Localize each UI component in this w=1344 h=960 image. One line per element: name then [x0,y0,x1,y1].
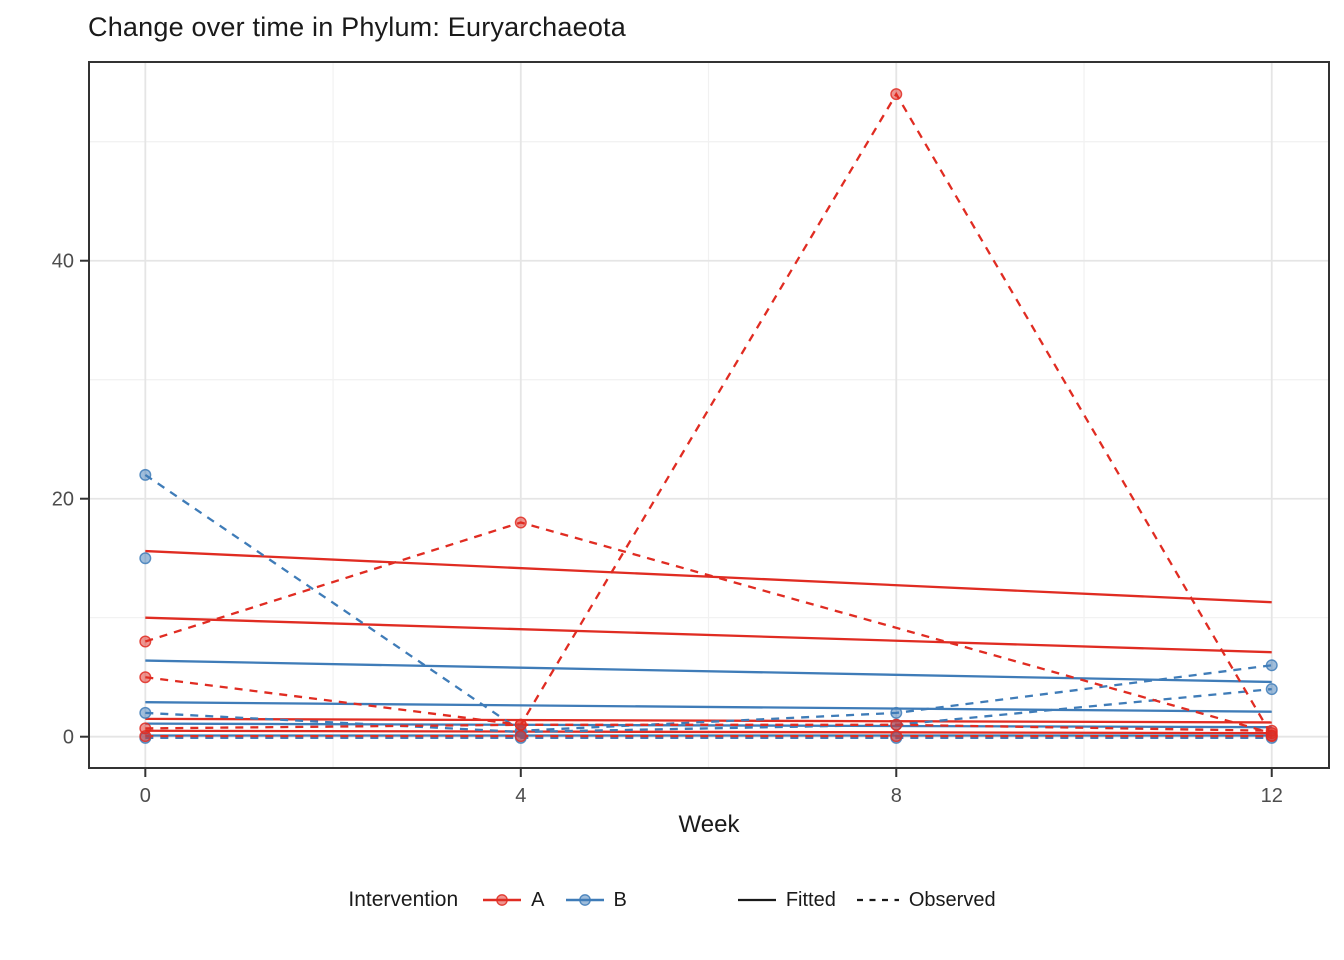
legend-label-fitted: Fitted [785,888,836,911]
legend-label-b: B [613,888,627,911]
data-point-B-subj3-wk0 [139,706,152,719]
legend-title: Intervention [348,888,459,911]
data-point-A-subj3-wk4 [514,718,527,731]
data-point-B-subj2-wk0 [139,552,152,565]
legend-item-observed: Observed [856,889,996,912]
legend-key-fitted-icon [737,898,776,902]
data-point-B-subj1-wk0 [139,468,152,481]
fitted-line-A-subj1 [145,616,1272,654]
legend-item-fitted: Fitted [737,889,836,912]
y-tick-label: 40 [52,251,74,273]
x-tick-label: 12 [1261,785,1283,807]
data-point-A-subj3-wk8 [890,718,903,731]
fitted-line-B-subj1 [145,659,1272,684]
observed-line-A-subj3 [145,723,1272,732]
x-tick-label: 4 [515,785,526,807]
data-point-A-subj4-wk12 [1265,730,1278,743]
observed-line-B-subj1 [144,473,1272,732]
data-point-B-subj3-wk12 [1265,683,1278,696]
x-tick-label: 8 [891,785,902,807]
x-tick-label: 0 [140,785,151,807]
legend-item-intervention-b: B [565,889,627,912]
data-point-A-subj4-wk0 [139,730,152,743]
fitted-line-A-subj4 [145,729,1272,735]
data-point-A-subj4-wk4 [514,730,527,743]
legend-item-intervention-a: A [482,888,545,912]
y-tick-label: 0 [63,727,74,749]
panel-border [88,61,1330,769]
fitted-line-A-subj3 [145,717,1272,724]
x-axis-title: Week [678,811,740,838]
legend-label-observed: Observed [908,888,996,911]
fitted-line-B-subj3 [145,722,1272,729]
fitted-line-B-subj2 [145,701,1272,713]
data-point-A-subj2-wk0 [139,671,152,684]
observed-line-B-subj3 [145,687,1272,734]
y-tick-label: 20 [52,489,74,511]
data-point-B-subj1-wk8 [890,706,903,719]
data-point-A-subj4-wk8 [890,730,903,743]
data-point-A-subj1-wk4 [514,516,527,529]
legend-label-a: A [531,888,545,911]
legend: Intervention A B Fitted [0,888,1344,912]
chart-title: Change over time in Phylum: Euryarchaeot… [88,12,626,42]
legend-key-b-icon [565,894,604,906]
fitted-line-A-subj2 [145,549,1272,604]
data-point-B-subj1-wk12 [1265,659,1278,672]
legend-key-observed-icon [856,898,899,902]
data-point-A-subj1-wk0 [139,635,152,648]
data-point-A-subj2-wk8 [890,88,903,101]
legend-key-a-icon [483,894,522,906]
